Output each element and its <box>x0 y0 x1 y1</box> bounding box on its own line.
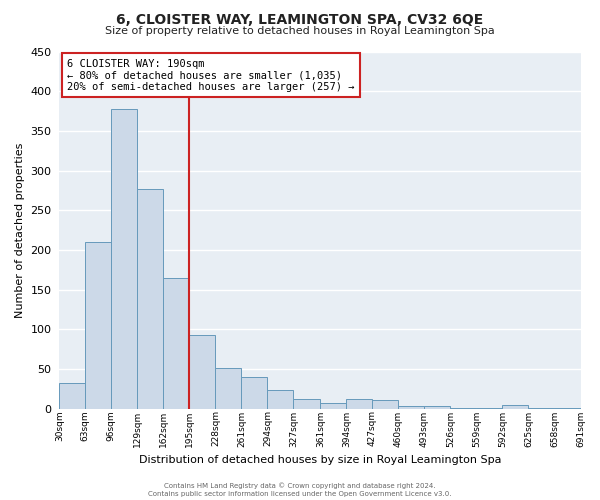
Bar <box>373 400 398 409</box>
Bar <box>190 335 215 409</box>
Bar <box>346 398 373 409</box>
Bar <box>137 189 163 409</box>
Bar <box>451 408 476 409</box>
Bar <box>59 382 85 409</box>
Text: Contains public sector information licensed under the Open Government Licence v3: Contains public sector information licen… <box>148 491 452 497</box>
Text: 6 CLOISTER WAY: 190sqm
← 80% of detached houses are smaller (1,035)
20% of semi-: 6 CLOISTER WAY: 190sqm ← 80% of detached… <box>67 58 355 92</box>
Bar <box>163 278 190 409</box>
Bar <box>293 398 320 409</box>
Bar <box>268 390 293 409</box>
Y-axis label: Number of detached properties: Number of detached properties <box>15 142 25 318</box>
Bar <box>424 406 451 409</box>
Bar <box>241 377 268 409</box>
Bar <box>320 404 346 409</box>
Bar <box>554 408 581 409</box>
Bar <box>529 408 554 409</box>
X-axis label: Distribution of detached houses by size in Royal Leamington Spa: Distribution of detached houses by size … <box>139 455 501 465</box>
Bar <box>85 242 112 409</box>
Bar <box>112 108 137 409</box>
Bar <box>398 406 424 409</box>
Bar <box>502 405 529 409</box>
Bar <box>215 368 241 409</box>
Text: 6, CLOISTER WAY, LEAMINGTON SPA, CV32 6QE: 6, CLOISTER WAY, LEAMINGTON SPA, CV32 6Q… <box>116 12 484 26</box>
Text: Contains HM Land Registry data © Crown copyright and database right 2024.: Contains HM Land Registry data © Crown c… <box>164 482 436 489</box>
Text: Size of property relative to detached houses in Royal Leamington Spa: Size of property relative to detached ho… <box>105 26 495 36</box>
Bar <box>476 408 502 409</box>
